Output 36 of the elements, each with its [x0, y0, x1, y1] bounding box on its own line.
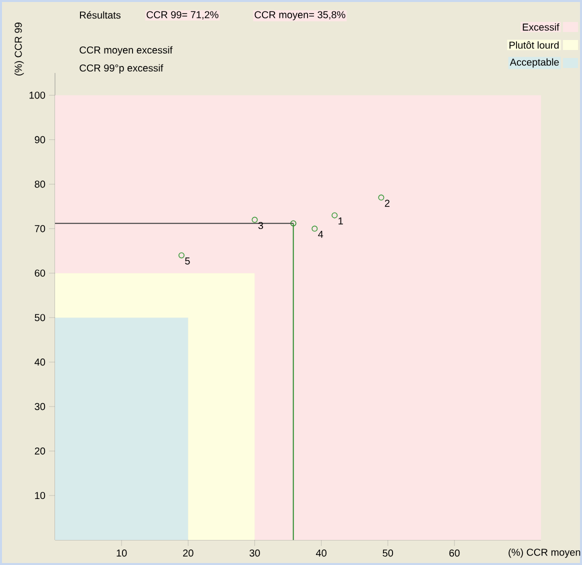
legend-label: Plutôt lourd: [510, 41, 559, 49]
text: Résultats: [80, 11, 121, 19]
annotation: 2: [384, 200, 390, 207]
y-tick-label: 70: [34, 225, 46, 232]
text: CCR moyen excessif: [80, 46, 173, 56]
y-tick-label: 100: [30, 92, 46, 99]
y-tick-label: 60: [34, 270, 46, 277]
x-tick-label: 40: [316, 550, 326, 557]
y-tick-label: 20: [34, 448, 46, 455]
legend-label: Excessif: [522, 23, 560, 31]
annotation: 3: [258, 222, 264, 230]
legend-label: Acceptable: [510, 58, 559, 68]
annotation: CCR 99°p excessif: [80, 64, 164, 74]
point: [312, 226, 318, 232]
y-tick-label: 10: [35, 492, 46, 500]
point: [178, 252, 184, 258]
text: CCR 99= 71,2%: [146, 11, 218, 20]
text: CCR moyen= 35,8%: [254, 11, 346, 20]
x-tick-label: 10: [116, 550, 127, 557]
y-tick-label: 30: [34, 403, 46, 410]
y-tick-label: 50: [34, 314, 46, 322]
annotation: 4: [318, 230, 324, 238]
x-tick-label: 30: [250, 550, 260, 557]
annotation: 5: [185, 258, 190, 265]
point: [332, 212, 338, 218]
x-tick-label: 50: [382, 550, 394, 557]
x-tick-label: 20: [183, 550, 194, 557]
y-tick-label: 90: [34, 136, 46, 144]
y-tick-label: 40: [34, 358, 46, 366]
point: [252, 216, 258, 223]
annotation: 1: [338, 218, 343, 224]
y-tick-label: 80: [34, 180, 46, 188]
point: [378, 194, 384, 201]
x-axis-title: (%) CCR moyen: [508, 548, 580, 558]
x-tick-label: 60: [449, 550, 460, 557]
y-axis-title: (%) CCR 99: [14, 22, 24, 76]
